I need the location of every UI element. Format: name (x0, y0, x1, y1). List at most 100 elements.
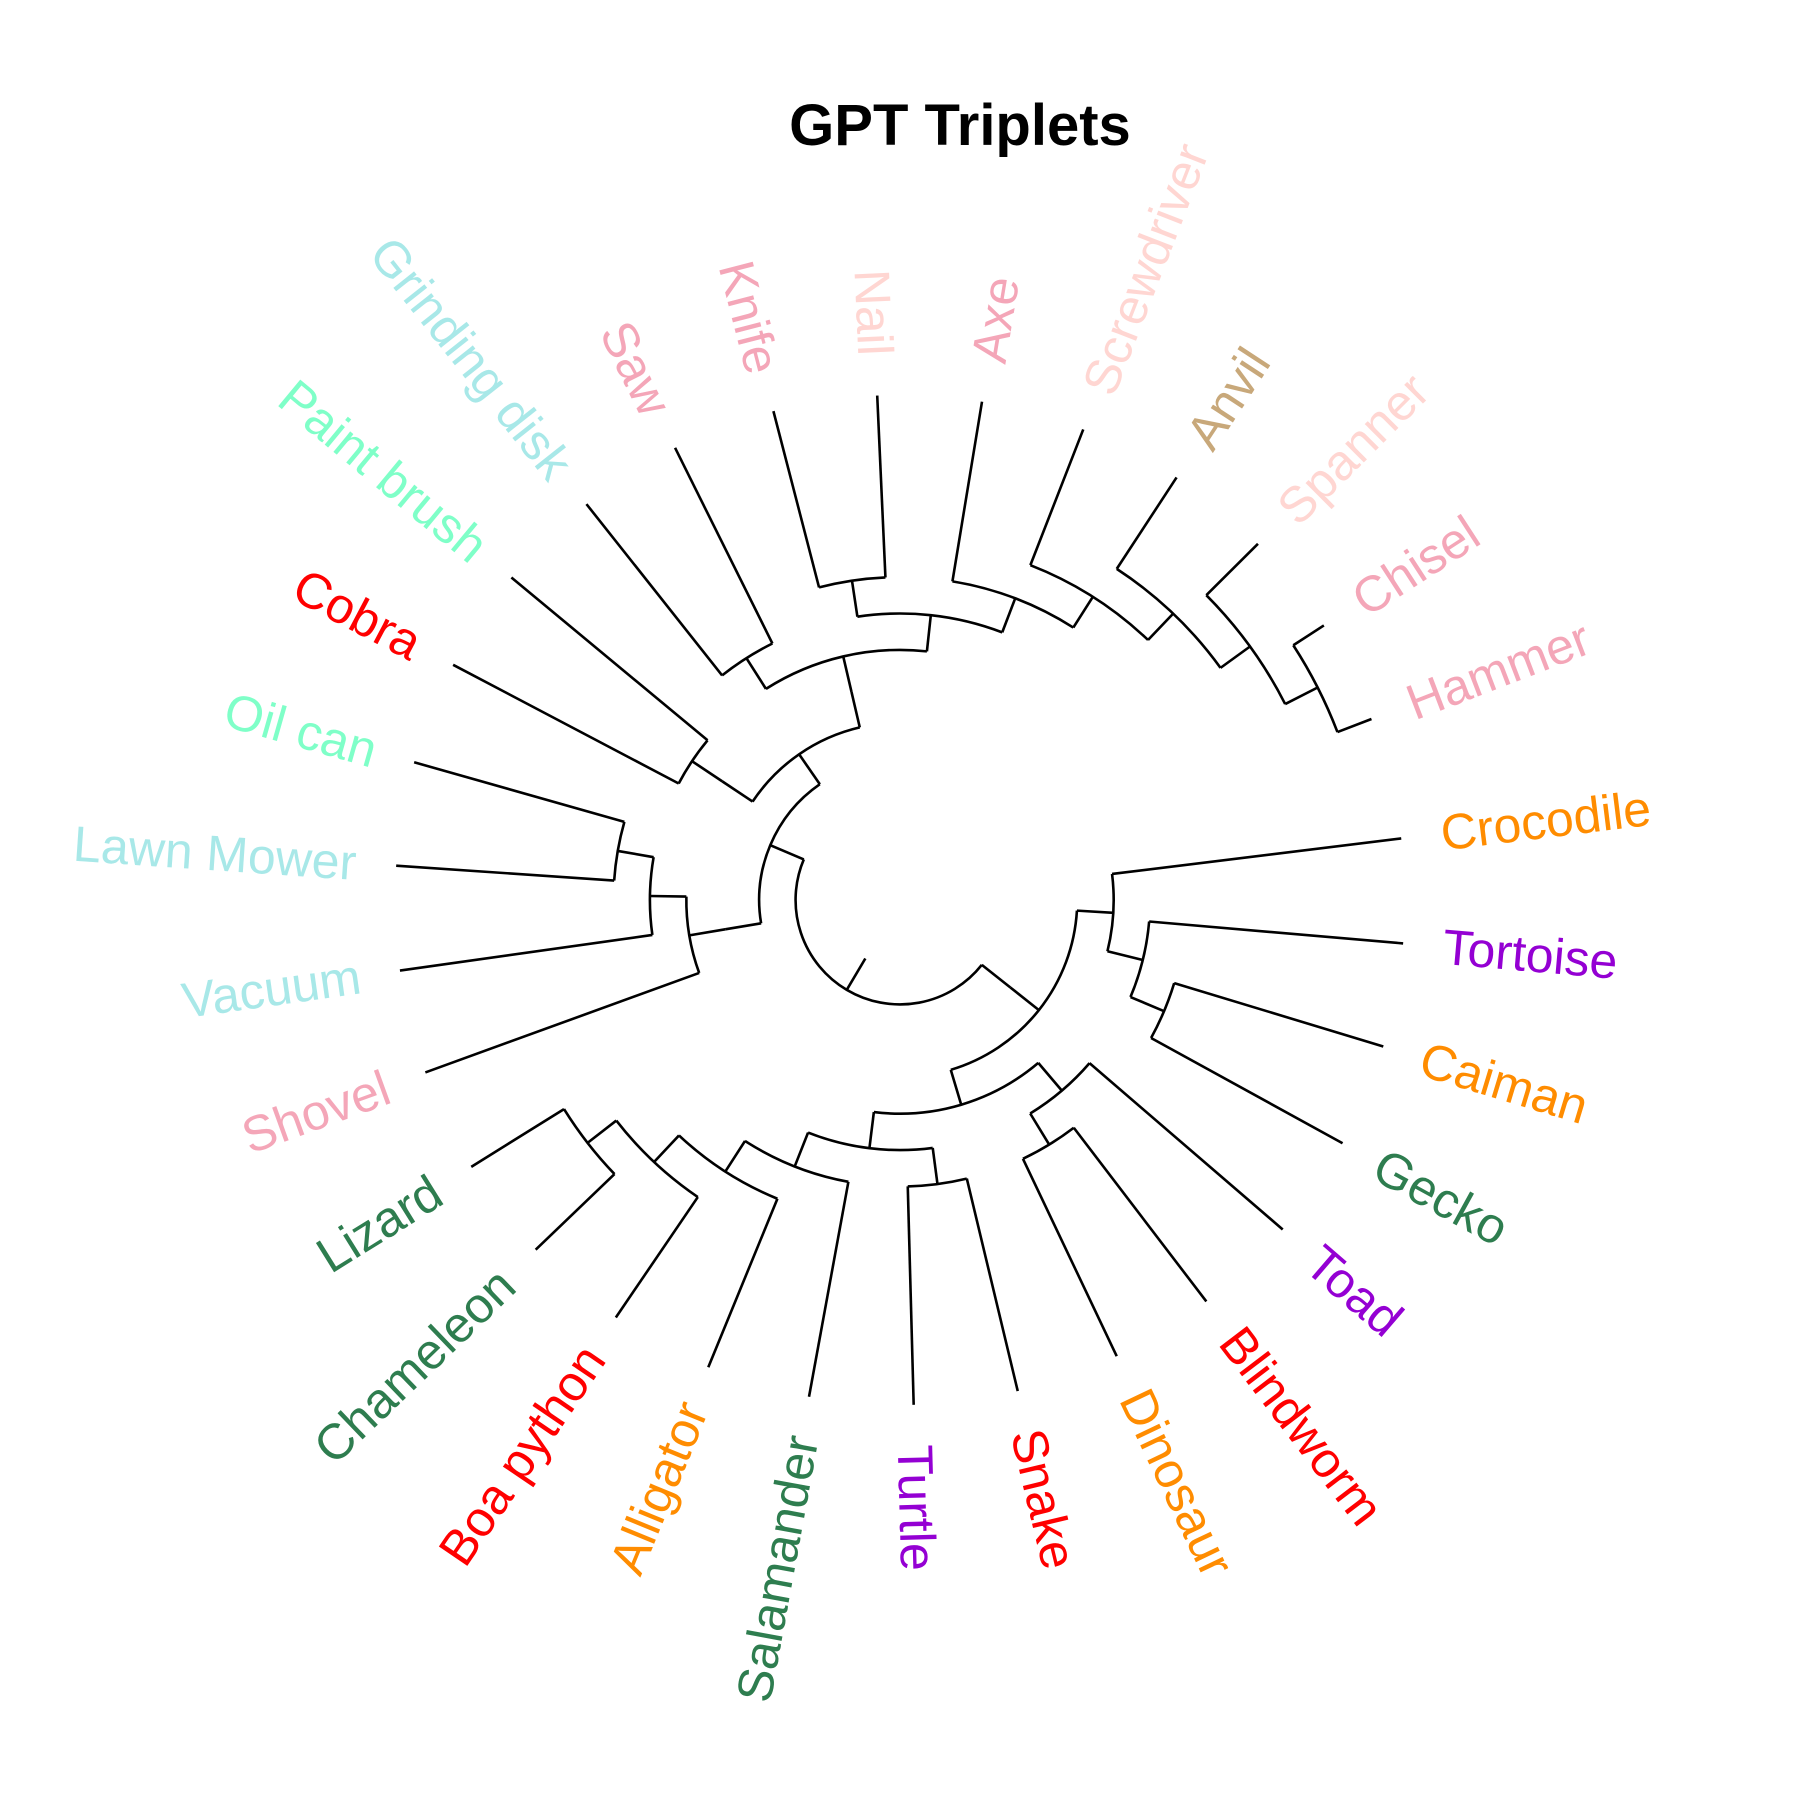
leaf-label: Oil can (218, 682, 383, 778)
leaf-branch (1336, 717, 1372, 734)
branch-line (925, 615, 933, 652)
branch-arc (615, 1119, 699, 1199)
branch-arc (1029, 1062, 1091, 1115)
leaf-label: Turtle (887, 1444, 946, 1571)
leaf-branch (1292, 624, 1325, 647)
leaf-branch (452, 663, 680, 785)
leaf-branch (510, 576, 709, 742)
branch-line (1129, 995, 1165, 1013)
leaf-branch (906, 1186, 915, 1405)
chart-title: GPT Triplets (789, 93, 1131, 158)
leaf-branch (807, 1181, 850, 1397)
branch-arc (648, 856, 655, 936)
leaf-branch (1088, 1062, 1284, 1231)
leaf-branch (1111, 837, 1402, 876)
leaf-label: Screwdriver (1072, 136, 1220, 402)
leaf-branch (1173, 981, 1384, 1048)
leaf-label: Vacuum (178, 948, 364, 1029)
leaf-branch (534, 1173, 616, 1251)
branch-arc (685, 896, 701, 974)
branch-arc (794, 858, 983, 1006)
leaf-label: Dinosaur (1109, 1380, 1245, 1585)
branch-line (586, 1119, 618, 1144)
leaf-label: Gecko (1364, 1138, 1518, 1257)
branch-arc (1149, 982, 1176, 1039)
branch-line (949, 1069, 963, 1106)
branch-arc (677, 739, 709, 785)
branch-line (1001, 597, 1017, 633)
branch-arc (1129, 921, 1151, 998)
branch-line (850, 580, 859, 617)
branch-line (691, 760, 724, 783)
branch-arc (1029, 563, 1149, 641)
leaf-labels-group: Crocodile Tortoise CaimanGeckoToadBlindwor… (72, 136, 1654, 1706)
leaf-label: Paint brush (268, 369, 498, 574)
branch-arc (751, 726, 861, 803)
leaf-label: Crocodile (1438, 780, 1654, 861)
branch-arc (857, 612, 1003, 634)
branch-arc (1205, 594, 1287, 705)
branch-line (981, 963, 1012, 989)
leaf-branch (1150, 1036, 1344, 1145)
branch-arc (721, 642, 773, 677)
branch-arc (807, 1131, 933, 1152)
branch-line (1219, 645, 1251, 669)
leaf-label: Saw (589, 312, 683, 425)
leaf-branch (424, 971, 700, 1074)
branch-line (1147, 612, 1175, 641)
leaf-branch (614, 1196, 699, 1319)
branch-line (798, 753, 821, 785)
branch-line (1284, 686, 1319, 706)
leaf-label: Toad (1295, 1234, 1414, 1347)
leaf-label: Alligator (599, 1394, 719, 1582)
branch-arc (1106, 873, 1115, 952)
branch-arc (907, 1177, 968, 1188)
leaf-label: Knife (708, 255, 791, 379)
branch-arc (952, 580, 1075, 629)
branch-line (724, 1140, 747, 1173)
branch-line (617, 849, 654, 859)
leaf-label: Nail (844, 268, 904, 357)
branch-line (1076, 909, 1114, 915)
leaf-label: Boa python (428, 1335, 617, 1576)
leaf-branch (1149, 920, 1404, 945)
branch-arc (562, 1108, 616, 1175)
leaf-branch (1205, 542, 1259, 597)
leaf-label: Cobra (284, 558, 431, 671)
leaf-label: Lawn Mower (72, 816, 359, 891)
leaf-label: Chisel (1342, 505, 1489, 628)
leaf-branch (951, 401, 984, 582)
leaf-label: Axe (961, 273, 1030, 367)
branch-arc (950, 910, 1079, 1072)
branch-line (653, 1134, 680, 1163)
leaf-branch (470, 1108, 565, 1168)
branch-line (1037, 1062, 1063, 1092)
branch-arc (757, 783, 821, 924)
leaf-label: Lizard (307, 1164, 452, 1284)
leaf-branch (1021, 1158, 1118, 1357)
branch-line (850, 691, 862, 728)
branch-arc (612, 821, 626, 881)
leaf-label: Chameleon (303, 1257, 526, 1474)
leaf-branch (1115, 476, 1178, 570)
branch-line (689, 928, 726, 937)
leaf-branch (875, 395, 887, 578)
leaf-label: Hammer (1399, 610, 1598, 731)
branch-line (769, 844, 805, 861)
leaf-branch (1072, 1126, 1208, 1303)
branch-line (745, 657, 768, 690)
branch-line (1107, 949, 1144, 962)
leaf-label: Blindworm (1208, 1316, 1394, 1536)
branch-line (649, 894, 687, 898)
leaf-branch (396, 864, 615, 882)
branch-line (868, 1111, 876, 1149)
leaf-branch (772, 410, 821, 588)
leaf-label: Tortoise (1441, 919, 1620, 990)
leaf-branch (585, 503, 724, 677)
leaf-branch (399, 933, 653, 972)
branch-arc (678, 1134, 778, 1200)
branch-line (845, 957, 867, 991)
leaf-label: Anvil (1175, 338, 1281, 459)
